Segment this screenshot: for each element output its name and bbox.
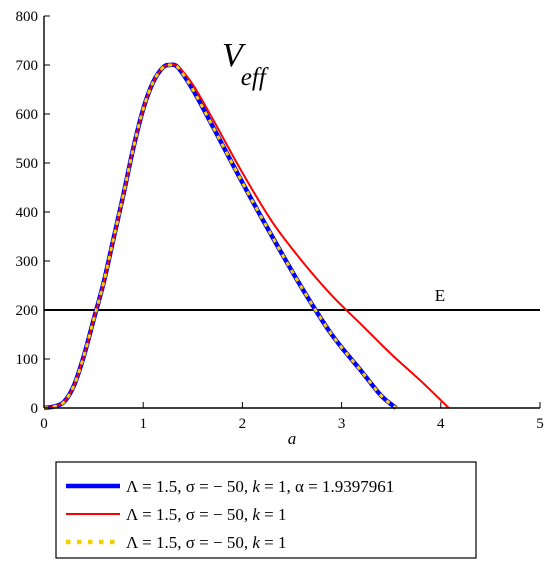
y-tick-label: 700 [16, 58, 39, 74]
y-tick-label: 600 [16, 107, 39, 123]
y-tick-label: 300 [16, 254, 39, 270]
y-tick-label: 400 [16, 205, 39, 221]
series-lines [43, 62, 540, 411]
series-line-red [43, 63, 450, 409]
x-tick-label: 3 [338, 416, 346, 432]
x-tick-label: 4 [437, 416, 445, 432]
x-tick-label: 2 [239, 416, 247, 432]
x-tick-label: 0 [40, 416, 48, 432]
x-axis-label: a [288, 429, 297, 448]
legend-label-2: Λ = 1.5, σ = − 50, k = 1 [126, 505, 286, 524]
y-tick-label: 200 [16, 303, 39, 319]
legend-label-3: Λ = 1.5, σ = − 50, k = 1 [126, 533, 286, 552]
series-line-blue [43, 62, 398, 411]
legend-box [55, 461, 477, 559]
y-tick-label: 500 [16, 156, 39, 172]
y-tick-label: 0 [31, 401, 39, 417]
legend-label-1: Λ = 1.5, σ = − 50, k = 1, α = 1.9397961 [126, 477, 394, 496]
y-tick-label: 800 [16, 9, 39, 25]
x-tick-label: 5 [536, 416, 544, 432]
ticks-group: 0 1 2 3 4 5 0 100 200 300 400 500 600 700 800 [16, 9, 544, 432]
y-tick-label: 100 [16, 352, 39, 368]
energy-label: E [435, 286, 445, 305]
v-eff-sub: eff [241, 64, 269, 91]
legend: Λ = 1.5, σ = − 50, k = 1, α = 1.9397961 … [55, 461, 477, 559]
x-tick-label: 1 [139, 416, 147, 432]
series-line-yellow-dotted [43, 63, 398, 410]
